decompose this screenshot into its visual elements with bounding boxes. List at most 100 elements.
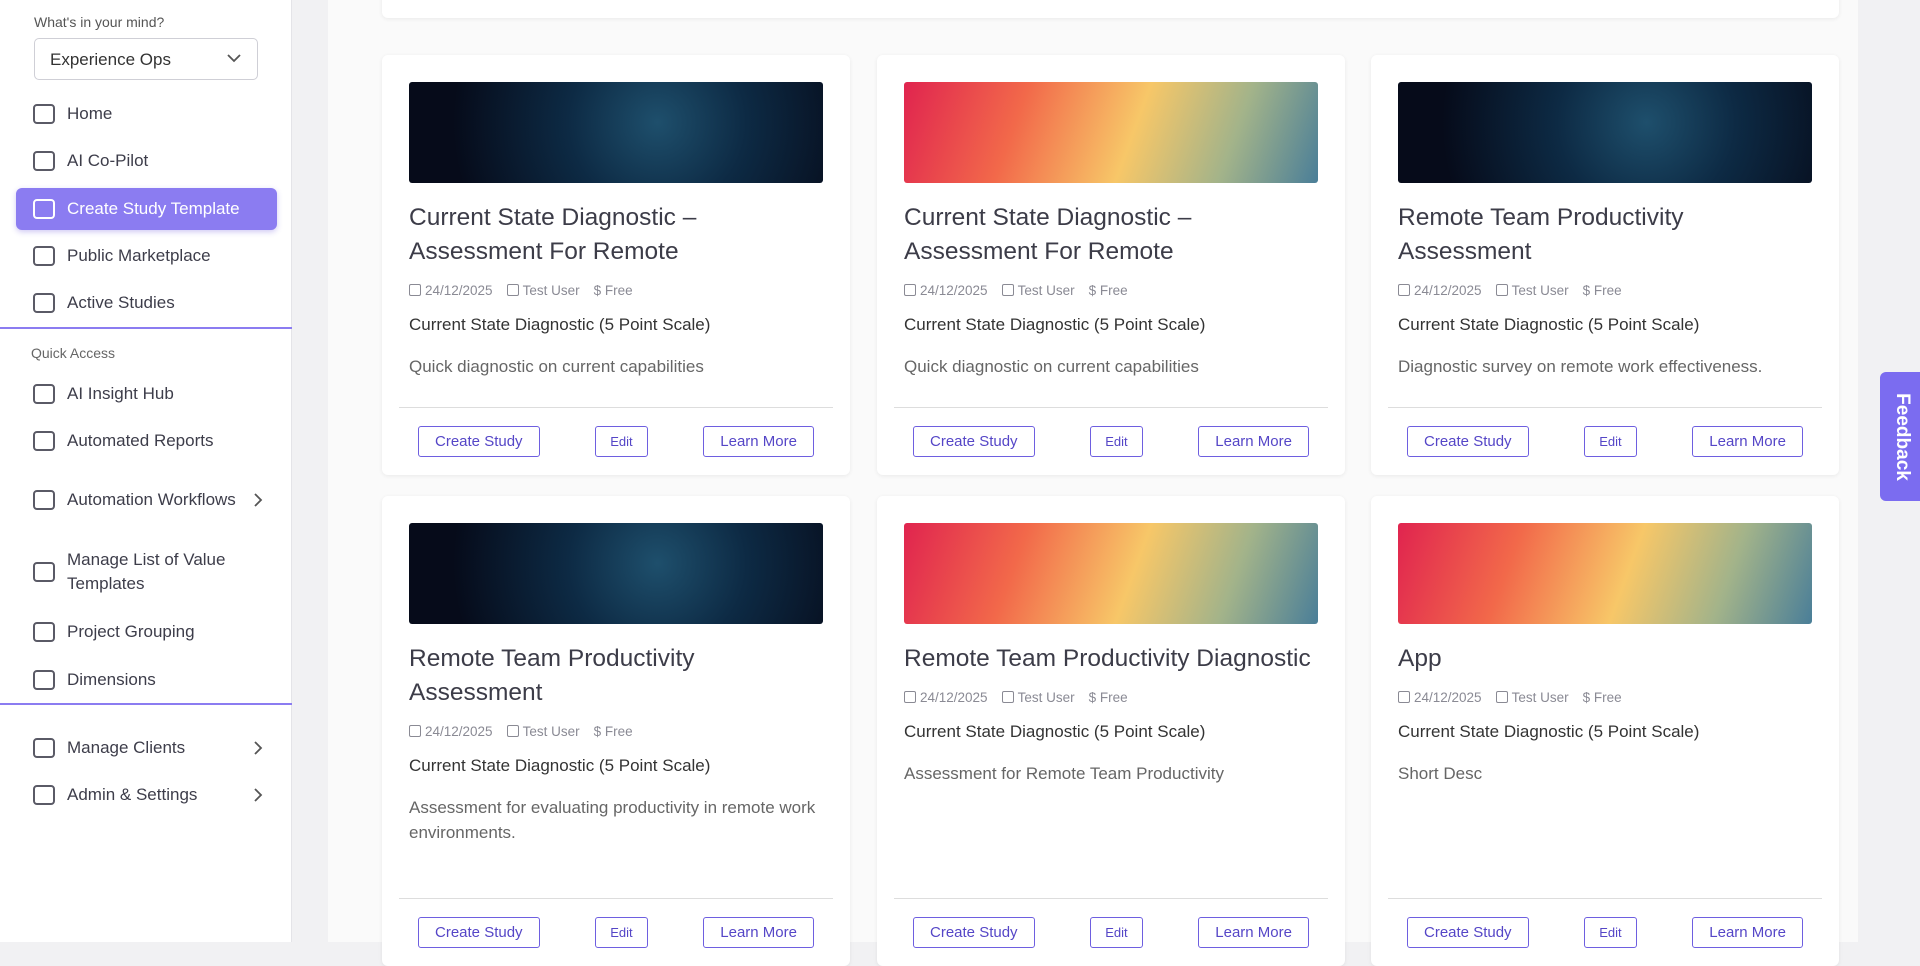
section-title: Quick Access [31, 345, 116, 361]
scale: Current State Diagnostic (5 Point Scale) [904, 315, 1206, 334]
nav-item[interactable]: Admin & Settings [16, 781, 277, 809]
card-actions: Create Study Edit Learn More [1388, 898, 1822, 966]
nav-label: Project Grouping [67, 622, 195, 641]
card-actions: Create Study Edit Learn More [399, 407, 833, 475]
action-button[interactable]: Create Study [1407, 917, 1529, 948]
nav-label: Active Studies [67, 293, 175, 312]
card-meta: 24/12/2025 Test User $ Free [409, 283, 823, 298]
nav-item[interactable]: Create Study Template [16, 188, 277, 230]
chevron [254, 493, 263, 507]
action-button[interactable]: Edit [1584, 426, 1637, 457]
feedback-label: Feedback [1892, 392, 1913, 481]
action-button[interactable]: Create Study [913, 426, 1035, 457]
nav-item[interactable]: Manage List of Value Templates [16, 546, 277, 598]
nav-label: Home [67, 104, 113, 123]
date: 24/12/2025 [1398, 283, 1482, 298]
card-image [1398, 523, 1812, 624]
nav-label: Manage List of Value Templates [67, 550, 226, 593]
date: 24/12/2025 [904, 690, 988, 705]
nav-label: Automated Reports [67, 431, 214, 450]
workspace-value: Experience Ops [50, 50, 171, 69]
action-button[interactable]: Create Study [418, 917, 540, 948]
chevron [227, 54, 241, 63]
price: $ Free [1582, 283, 1622, 298]
card-image [409, 82, 823, 183]
scale: Current State Diagnostic (5 Point Scale) [904, 722, 1206, 741]
author: Test User [1002, 283, 1075, 298]
card-title: Remote Team Productivity Diagnostic [904, 645, 1311, 672]
action-button[interactable]: Create Study [1407, 426, 1529, 457]
nav-item[interactable]: Public Marketplace [16, 242, 277, 270]
template-card: Remote Team Productivity Diagnostic 24/12… [877, 496, 1345, 966]
card-title: Current State Diagnostic – Assessment Fo… [904, 204, 1192, 265]
action-button[interactable]: Edit [1584, 917, 1637, 948]
scale: Current State Diagnostic (5 Point Scale) [1398, 722, 1700, 741]
card-title: Remote Team Productivity Assessment [1398, 204, 1684, 265]
action-button[interactable]: Create Study [418, 426, 540, 457]
template-card: Remote Team Productivity Assessment 24/12… [382, 496, 850, 966]
action-button[interactable]: Learn More [1692, 426, 1803, 457]
icon [33, 622, 55, 642]
card-actions: Create Study Edit Learn More [894, 898, 1328, 966]
card-meta: 24/12/2025 Test User $ Free [904, 690, 1318, 705]
nav-label: Admin & Settings [67, 785, 198, 804]
card-actions: Create Study Edit Learn More [894, 407, 1328, 475]
workspace-select[interactable]: Experience Ops [34, 38, 258, 80]
feedback-tab[interactable]: Feedback [1880, 372, 1920, 501]
action-button[interactable]: Learn More [1198, 917, 1309, 948]
card-title: App [1398, 645, 1442, 672]
nav-label: AI Insight Hub [67, 384, 174, 403]
nav-label: Create Study Template [67, 199, 240, 218]
card-image [1398, 82, 1812, 183]
nav-item[interactable]: Project Grouping [16, 618, 277, 646]
nav-label: Automation Workflows [67, 490, 236, 509]
action-button[interactable]: Edit [595, 426, 648, 457]
nav-item[interactable]: Active Studies [16, 289, 277, 317]
divider [0, 327, 292, 329]
action-button[interactable]: Learn More [703, 917, 814, 948]
template-card: Current State Diagnostic – Assessment Fo… [877, 55, 1345, 475]
nav-label: Manage Clients [67, 738, 186, 757]
divider [0, 703, 292, 705]
icon [33, 384, 55, 404]
card-actions: Create Study Edit Learn More [1388, 407, 1822, 475]
chevron [254, 788, 263, 802]
nav-item[interactable]: Automated Reports [16, 427, 277, 455]
card-meta: 24/12/2025 Test User $ Free [409, 724, 823, 739]
card-image [904, 523, 1318, 624]
action-button[interactable]: Learn More [1198, 426, 1309, 457]
action-button[interactable]: Edit [595, 917, 648, 948]
nav-item[interactable]: Dimensions [16, 666, 277, 694]
card-meta: 24/12/2025 Test User $ Free [1398, 690, 1812, 705]
scale: Current State Diagnostic (5 Point Scale) [409, 756, 711, 775]
template-card: App 24/12/2025 Test User $ Free Current Stat… [1371, 496, 1839, 966]
action-button[interactable]: Learn More [703, 426, 814, 457]
nav-item[interactable]: Home [16, 100, 277, 128]
nav-item[interactable]: AI Insight Hub [16, 380, 277, 408]
template-card: Current State Diagnostic – Assessment Fo… [382, 55, 850, 475]
author: Test User [1496, 283, 1569, 298]
icon [33, 738, 55, 758]
card-meta: 24/12/2025 Test User $ Free [1398, 283, 1812, 298]
price: $ Free [1582, 690, 1622, 705]
price: $ Free [593, 724, 633, 739]
author: Test User [507, 283, 580, 298]
nav-item[interactable]: Automation Workflows [16, 474, 277, 526]
description: Short Desc [1398, 764, 1483, 783]
card-meta: 24/12/2025 Test User $ Free [904, 283, 1318, 298]
icon [33, 431, 55, 451]
prompt-label: What's in your mind? [34, 14, 165, 30]
icon [33, 490, 55, 510]
card-image [409, 523, 823, 624]
card-image [904, 82, 1318, 183]
action-button[interactable]: Edit [1090, 917, 1143, 948]
nav-item[interactable]: Manage Clients [16, 734, 277, 762]
icon [33, 785, 55, 805]
sidebar: What's in your mind? Experience Ops Quic… [0, 0, 292, 942]
icon [33, 199, 55, 219]
action-button[interactable]: Learn More [1692, 917, 1803, 948]
action-button[interactable]: Edit [1090, 426, 1143, 457]
action-button[interactable]: Create Study [913, 917, 1035, 948]
nav-item[interactable]: AI Co-Pilot [16, 147, 277, 175]
price: $ Free [1088, 283, 1128, 298]
